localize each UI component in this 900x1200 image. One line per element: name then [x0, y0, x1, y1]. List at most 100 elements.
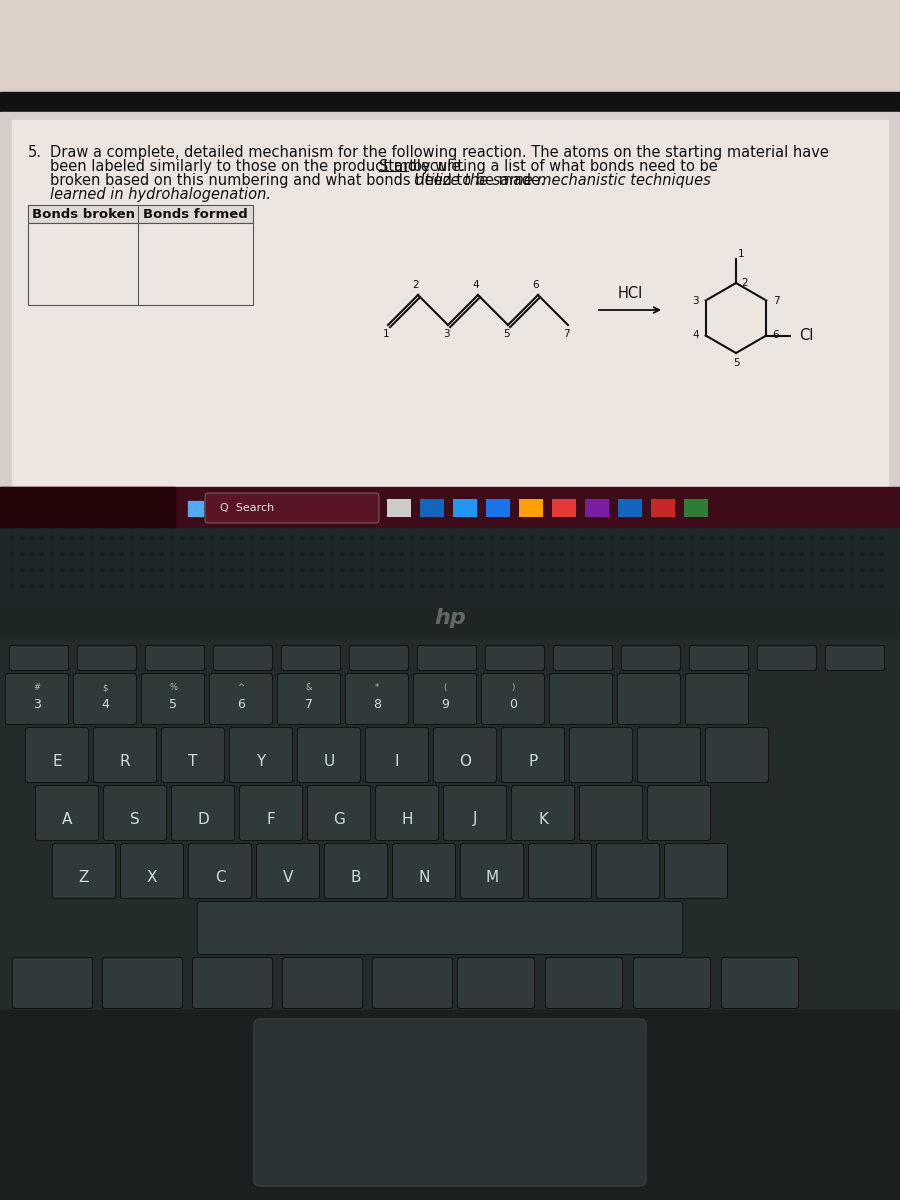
FancyBboxPatch shape — [689, 646, 749, 671]
FancyBboxPatch shape — [461, 844, 524, 899]
Circle shape — [650, 536, 653, 540]
FancyBboxPatch shape — [722, 958, 798, 1008]
Circle shape — [220, 536, 224, 540]
FancyBboxPatch shape — [254, 1019, 646, 1186]
Circle shape — [540, 584, 544, 588]
Text: M: M — [485, 870, 499, 884]
Circle shape — [460, 569, 464, 571]
Bar — [651, 499, 675, 517]
Text: $: $ — [103, 683, 108, 692]
Circle shape — [400, 584, 404, 588]
Text: A: A — [62, 811, 72, 827]
Circle shape — [770, 536, 774, 540]
Circle shape — [220, 584, 224, 588]
Circle shape — [500, 569, 504, 571]
Circle shape — [650, 584, 653, 588]
Circle shape — [751, 536, 754, 540]
Bar — [0, 487, 900, 527]
Bar — [684, 499, 708, 517]
FancyBboxPatch shape — [392, 844, 455, 899]
Text: 7: 7 — [773, 295, 779, 306]
Circle shape — [810, 584, 814, 588]
Circle shape — [150, 552, 154, 556]
Circle shape — [40, 569, 44, 571]
Text: P: P — [528, 754, 537, 768]
Circle shape — [780, 569, 784, 571]
Circle shape — [220, 569, 224, 571]
Bar — [387, 499, 411, 517]
Text: H: H — [401, 811, 413, 827]
FancyBboxPatch shape — [664, 844, 727, 899]
Circle shape — [370, 552, 374, 556]
Circle shape — [510, 536, 514, 540]
Circle shape — [190, 569, 194, 571]
Circle shape — [130, 552, 134, 556]
Circle shape — [280, 584, 284, 588]
Circle shape — [880, 569, 884, 571]
FancyBboxPatch shape — [197, 901, 682, 954]
Circle shape — [10, 584, 13, 588]
Circle shape — [121, 584, 124, 588]
Circle shape — [121, 569, 124, 571]
Circle shape — [880, 536, 884, 540]
Circle shape — [460, 584, 464, 588]
Circle shape — [700, 569, 704, 571]
Circle shape — [860, 569, 864, 571]
Text: 5: 5 — [169, 698, 177, 712]
Bar — [0, 0, 900, 500]
Circle shape — [481, 536, 484, 540]
Circle shape — [410, 569, 414, 571]
FancyBboxPatch shape — [141, 673, 204, 725]
Text: 4: 4 — [472, 280, 480, 290]
Text: ^: ^ — [238, 683, 245, 692]
Text: I: I — [395, 754, 400, 768]
Circle shape — [870, 584, 874, 588]
Circle shape — [670, 552, 674, 556]
Text: 2: 2 — [742, 278, 748, 288]
FancyBboxPatch shape — [205, 493, 379, 523]
Circle shape — [600, 552, 604, 556]
Circle shape — [211, 536, 214, 540]
Text: broken based on this numbering and what bonds need to be made.: broken based on this numbering and what … — [50, 173, 550, 188]
Circle shape — [240, 584, 244, 588]
Circle shape — [820, 584, 824, 588]
Circle shape — [450, 584, 454, 588]
Circle shape — [100, 536, 104, 540]
Circle shape — [430, 552, 434, 556]
Text: R: R — [120, 754, 130, 768]
Circle shape — [850, 536, 854, 540]
Circle shape — [540, 552, 544, 556]
Circle shape — [301, 552, 304, 556]
Circle shape — [880, 584, 884, 588]
Circle shape — [720, 584, 724, 588]
Circle shape — [710, 569, 714, 571]
Circle shape — [100, 552, 104, 556]
Circle shape — [211, 569, 214, 571]
FancyBboxPatch shape — [210, 673, 273, 725]
Circle shape — [200, 552, 203, 556]
FancyBboxPatch shape — [706, 727, 769, 782]
Text: Start: Start — [380, 158, 416, 174]
Text: ): ) — [511, 683, 515, 692]
Circle shape — [60, 569, 64, 571]
Text: E: E — [52, 754, 62, 768]
Circle shape — [70, 569, 74, 571]
Circle shape — [740, 536, 743, 540]
Circle shape — [200, 569, 203, 571]
Circle shape — [360, 569, 364, 571]
Circle shape — [780, 552, 784, 556]
Circle shape — [510, 552, 514, 556]
Circle shape — [110, 552, 113, 556]
Circle shape — [841, 584, 844, 588]
Bar — [0, 1010, 900, 1200]
Circle shape — [841, 552, 844, 556]
Circle shape — [350, 584, 354, 588]
Circle shape — [360, 552, 364, 556]
Circle shape — [690, 552, 694, 556]
Text: N: N — [418, 870, 429, 884]
Circle shape — [870, 569, 874, 571]
Bar — [196, 509, 203, 516]
Circle shape — [690, 536, 694, 540]
FancyBboxPatch shape — [758, 646, 816, 671]
FancyBboxPatch shape — [283, 958, 363, 1008]
